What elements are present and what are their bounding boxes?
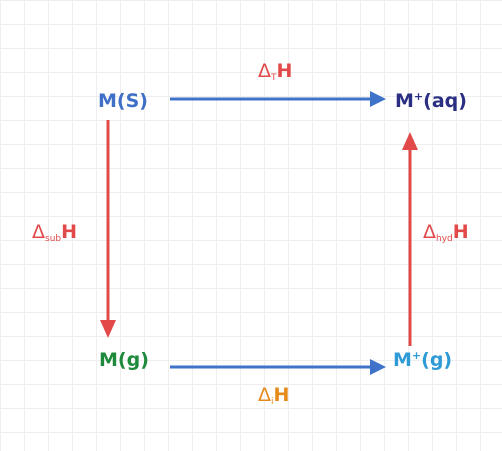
node-solid: M(S) (98, 92, 148, 111)
node-ion-gas-charge: + (411, 349, 422, 362)
arrow-ion-gas-to-aqueous (402, 132, 418, 346)
edge-label-hydration-letter: H (452, 221, 469, 243)
node-ion-gas-state: (g) (421, 349, 453, 371)
node-ion-gas: M+(g) (393, 349, 453, 371)
edge-label-sublimation: ΔsubH (32, 221, 78, 244)
node-gas: M(g) (99, 351, 149, 370)
edge-label-hydration-delta: Δ (423, 221, 436, 243)
edge-label-sublimation-sub: sub (45, 234, 62, 244)
edge-label-solution-sub: T (271, 73, 277, 83)
edge-label-solution-delta: Δ (258, 60, 271, 82)
node-aqueous: M+(aq) (395, 90, 467, 112)
edge-label-solution-letter: H (276, 60, 293, 82)
edge-label-ionization-letter: H (273, 384, 290, 406)
edge-label-sublimation-delta: Δ (32, 221, 45, 243)
edge-label-ionization-sub: i (271, 397, 274, 407)
edge-label-solution: ΔTH (258, 60, 293, 83)
edge-label-hydration: ΔhydH (423, 221, 469, 244)
arrow-solid-to-gas (100, 120, 116, 338)
arrow-gas-to-ion-gas (170, 359, 386, 375)
edge-label-ionization-delta: Δ (258, 384, 271, 406)
node-aqueous-charge: + (413, 90, 424, 103)
node-aqueous-state: (aq) (423, 90, 467, 112)
node-aqueous-base: M (395, 90, 414, 112)
node-solid-label: M(S) (98, 90, 148, 112)
edge-label-ionization: ΔiH (258, 384, 290, 407)
edge-label-hydration-sub: hyd (436, 234, 453, 244)
arrow-solid-to-aqueous (170, 91, 386, 107)
node-ion-gas-base: M (393, 349, 412, 371)
node-gas-label: M(g) (99, 349, 149, 371)
edge-label-sublimation-letter: H (61, 221, 78, 243)
